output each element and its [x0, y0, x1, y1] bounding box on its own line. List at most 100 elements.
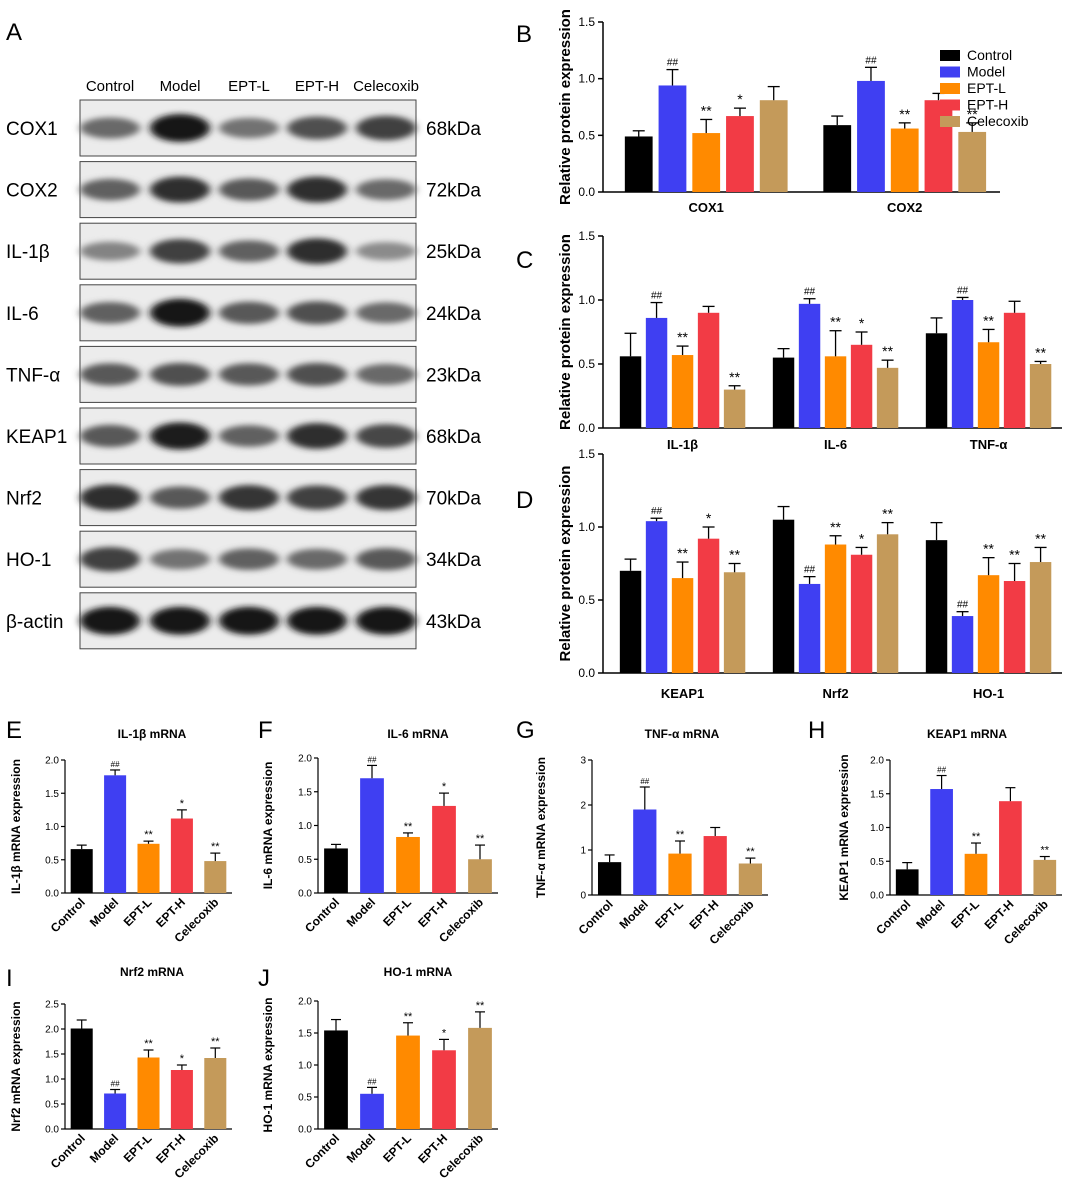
y-axis-label: IL-6 mRNA expression — [261, 762, 275, 890]
significance-mark: ## — [865, 55, 877, 66]
blot-band — [356, 302, 416, 324]
y-tick-label: 1.0 — [870, 823, 884, 834]
bar-Control — [597, 862, 622, 895]
chart-J: J HO-1 mRNA HO-1 mRNA expression 0.0 0.5 1.0 1… — [258, 965, 498, 1181]
protein-label: HO-1 — [6, 550, 51, 571]
protein-label: COX1 — [6, 119, 58, 140]
blot-band — [287, 362, 347, 386]
significance-mark: ** — [677, 545, 688, 561]
blot-row-TNF-α: TNF-α 23kDa — [6, 345, 481, 403]
bar-EPT-L — [692, 133, 721, 192]
x-category-label: Control — [873, 897, 913, 937]
bar-EPT-L — [890, 128, 919, 192]
lane-label: EPT-L — [228, 78, 270, 95]
y-axis-label: IL-1β mRNA expression — [9, 759, 23, 894]
significance-mark: ** — [830, 519, 841, 535]
x-category-label: Nrf2 — [823, 686, 849, 701]
significance-mark: ** — [967, 106, 978, 122]
bar-Model — [798, 583, 821, 673]
y-tick-label: 2.0 — [298, 997, 312, 1008]
significance-mark: ## — [667, 58, 679, 69]
y-axis-label: TNF-α mRNA expression — [534, 757, 548, 898]
panel-letter-I: I — [6, 965, 13, 992]
chart-title: IL-1β mRNA — [118, 727, 187, 741]
bar-EPT-L — [668, 853, 692, 895]
y-tick-label: 0.0 — [298, 889, 312, 900]
blot-band — [356, 179, 416, 201]
y-tick-label: 0 — [580, 891, 586, 902]
bar-EPT-H — [850, 554, 873, 673]
x-category-label: Model — [344, 895, 378, 929]
bar-EPT-H — [924, 100, 953, 192]
blot-band — [287, 116, 347, 140]
panel-letter-F: F — [258, 717, 273, 744]
y-tick-label: 1 — [580, 846, 586, 857]
x-category-label: Model — [913, 897, 947, 931]
blot-band — [219, 425, 279, 447]
blot-band — [287, 176, 347, 203]
blot-band — [80, 546, 140, 572]
bar-Model — [798, 303, 821, 428]
blot-band — [150, 549, 210, 570]
significance-mark: ** — [729, 369, 740, 385]
y-tick-label: 2.5 — [45, 1000, 59, 1011]
x-category-label: Control — [302, 895, 342, 935]
significance-mark: ** — [677, 329, 688, 345]
blot-band — [356, 242, 416, 261]
blot-band — [356, 606, 416, 635]
bar-EPT-L — [671, 578, 694, 673]
lane-label: Celecoxib — [353, 78, 419, 95]
bar-Model — [658, 85, 687, 192]
bar-Control — [324, 1030, 348, 1129]
significance-mark: * — [442, 781, 447, 793]
blot-row-COX2: COX2 72kDa — [6, 161, 481, 219]
significance-mark: ** — [830, 314, 841, 330]
blot-band — [219, 606, 279, 635]
y-tick-label: 0.5 — [870, 857, 884, 868]
significance-mark: * — [180, 1053, 185, 1065]
x-category-label: HO-1 — [973, 686, 1004, 701]
bar-EPT-L — [137, 1057, 160, 1129]
blot-band — [219, 301, 279, 324]
blot-band — [356, 485, 416, 511]
significance-mark: ## — [804, 287, 816, 298]
legend-swatch-Model — [940, 66, 960, 78]
y-tick-label: 2.0 — [870, 756, 884, 767]
significance-mark: * — [859, 315, 865, 331]
blot-band — [80, 241, 140, 261]
blot-band — [150, 238, 210, 264]
bar-Control — [624, 136, 653, 192]
blot-band — [150, 486, 210, 509]
legend-label: Model — [967, 64, 1005, 80]
protein-label: β-actin — [6, 612, 63, 633]
bar-Model — [857, 80, 885, 192]
y-tick-label: 2.0 — [45, 756, 59, 767]
y-tick-label: 1.5 — [298, 1029, 312, 1040]
blot-band — [356, 115, 416, 141]
bar-Celecoxib — [723, 572, 746, 673]
bar-Control — [895, 869, 919, 895]
y-tick-label: 1.5 — [578, 447, 595, 461]
y-axis-label: Relative protein expression — [557, 9, 574, 205]
panel-letter-D: D — [516, 487, 533, 514]
y-tick-label: 0.5 — [578, 593, 595, 607]
chart-E: E IL-1β mRNA IL-1β mRNA expression 0.0 0.5 1.… — [6, 717, 232, 945]
bar-EPT-H — [850, 344, 873, 428]
significance-mark: ** — [882, 343, 893, 359]
blot-band — [80, 484, 140, 511]
y-tick-label: 1.5 — [578, 229, 595, 243]
blot-band — [80, 117, 140, 139]
y-tick-label: 0.5 — [298, 1093, 312, 1104]
bar-Celecoxib — [876, 367, 899, 428]
blot-row-IL-6: IL-6 24kDa — [6, 284, 481, 342]
chart-B: B Relative protein expression 0.0 0.5 1.0 1.5… — [516, 9, 1029, 215]
bar-Control — [925, 540, 948, 673]
bar-EPT-H — [703, 836, 727, 895]
y-axis-label: HO-1 mRNA expression — [261, 998, 275, 1133]
panel-letter-C: C — [516, 247, 533, 274]
x-category-label: Control — [576, 897, 616, 937]
significance-mark: ## — [957, 600, 969, 611]
blot-band — [287, 301, 347, 325]
mw-label: 24kDa — [426, 304, 481, 325]
legend-label: Celecoxib — [967, 113, 1029, 129]
